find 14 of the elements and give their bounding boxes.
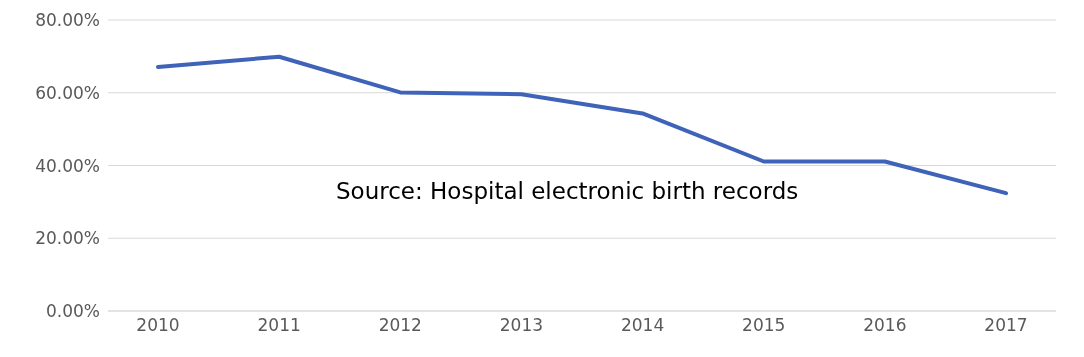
x-tick-label: 2010	[136, 315, 180, 336]
y-tick-label: 60.00%	[35, 82, 100, 103]
annotation: Source: Hospital electronic birth records	[336, 178, 799, 204]
x-tick-label: 2011	[257, 315, 301, 336]
x-tick-label: 2014	[620, 315, 665, 336]
y-tick-label: 40.00%	[35, 155, 100, 176]
x-tick-label: 2013	[499, 315, 544, 336]
x-tick-label: 2016	[863, 315, 907, 336]
y-tick-label: 20.00%	[35, 228, 100, 249]
x-tick-label: 2017	[984, 315, 1028, 336]
y-tick-label: 0.00%	[45, 301, 100, 322]
x-tick-label: 2015	[742, 315, 786, 336]
y-tick-label: 80.00%	[35, 10, 100, 31]
x-tick-label: 2012	[378, 315, 422, 336]
